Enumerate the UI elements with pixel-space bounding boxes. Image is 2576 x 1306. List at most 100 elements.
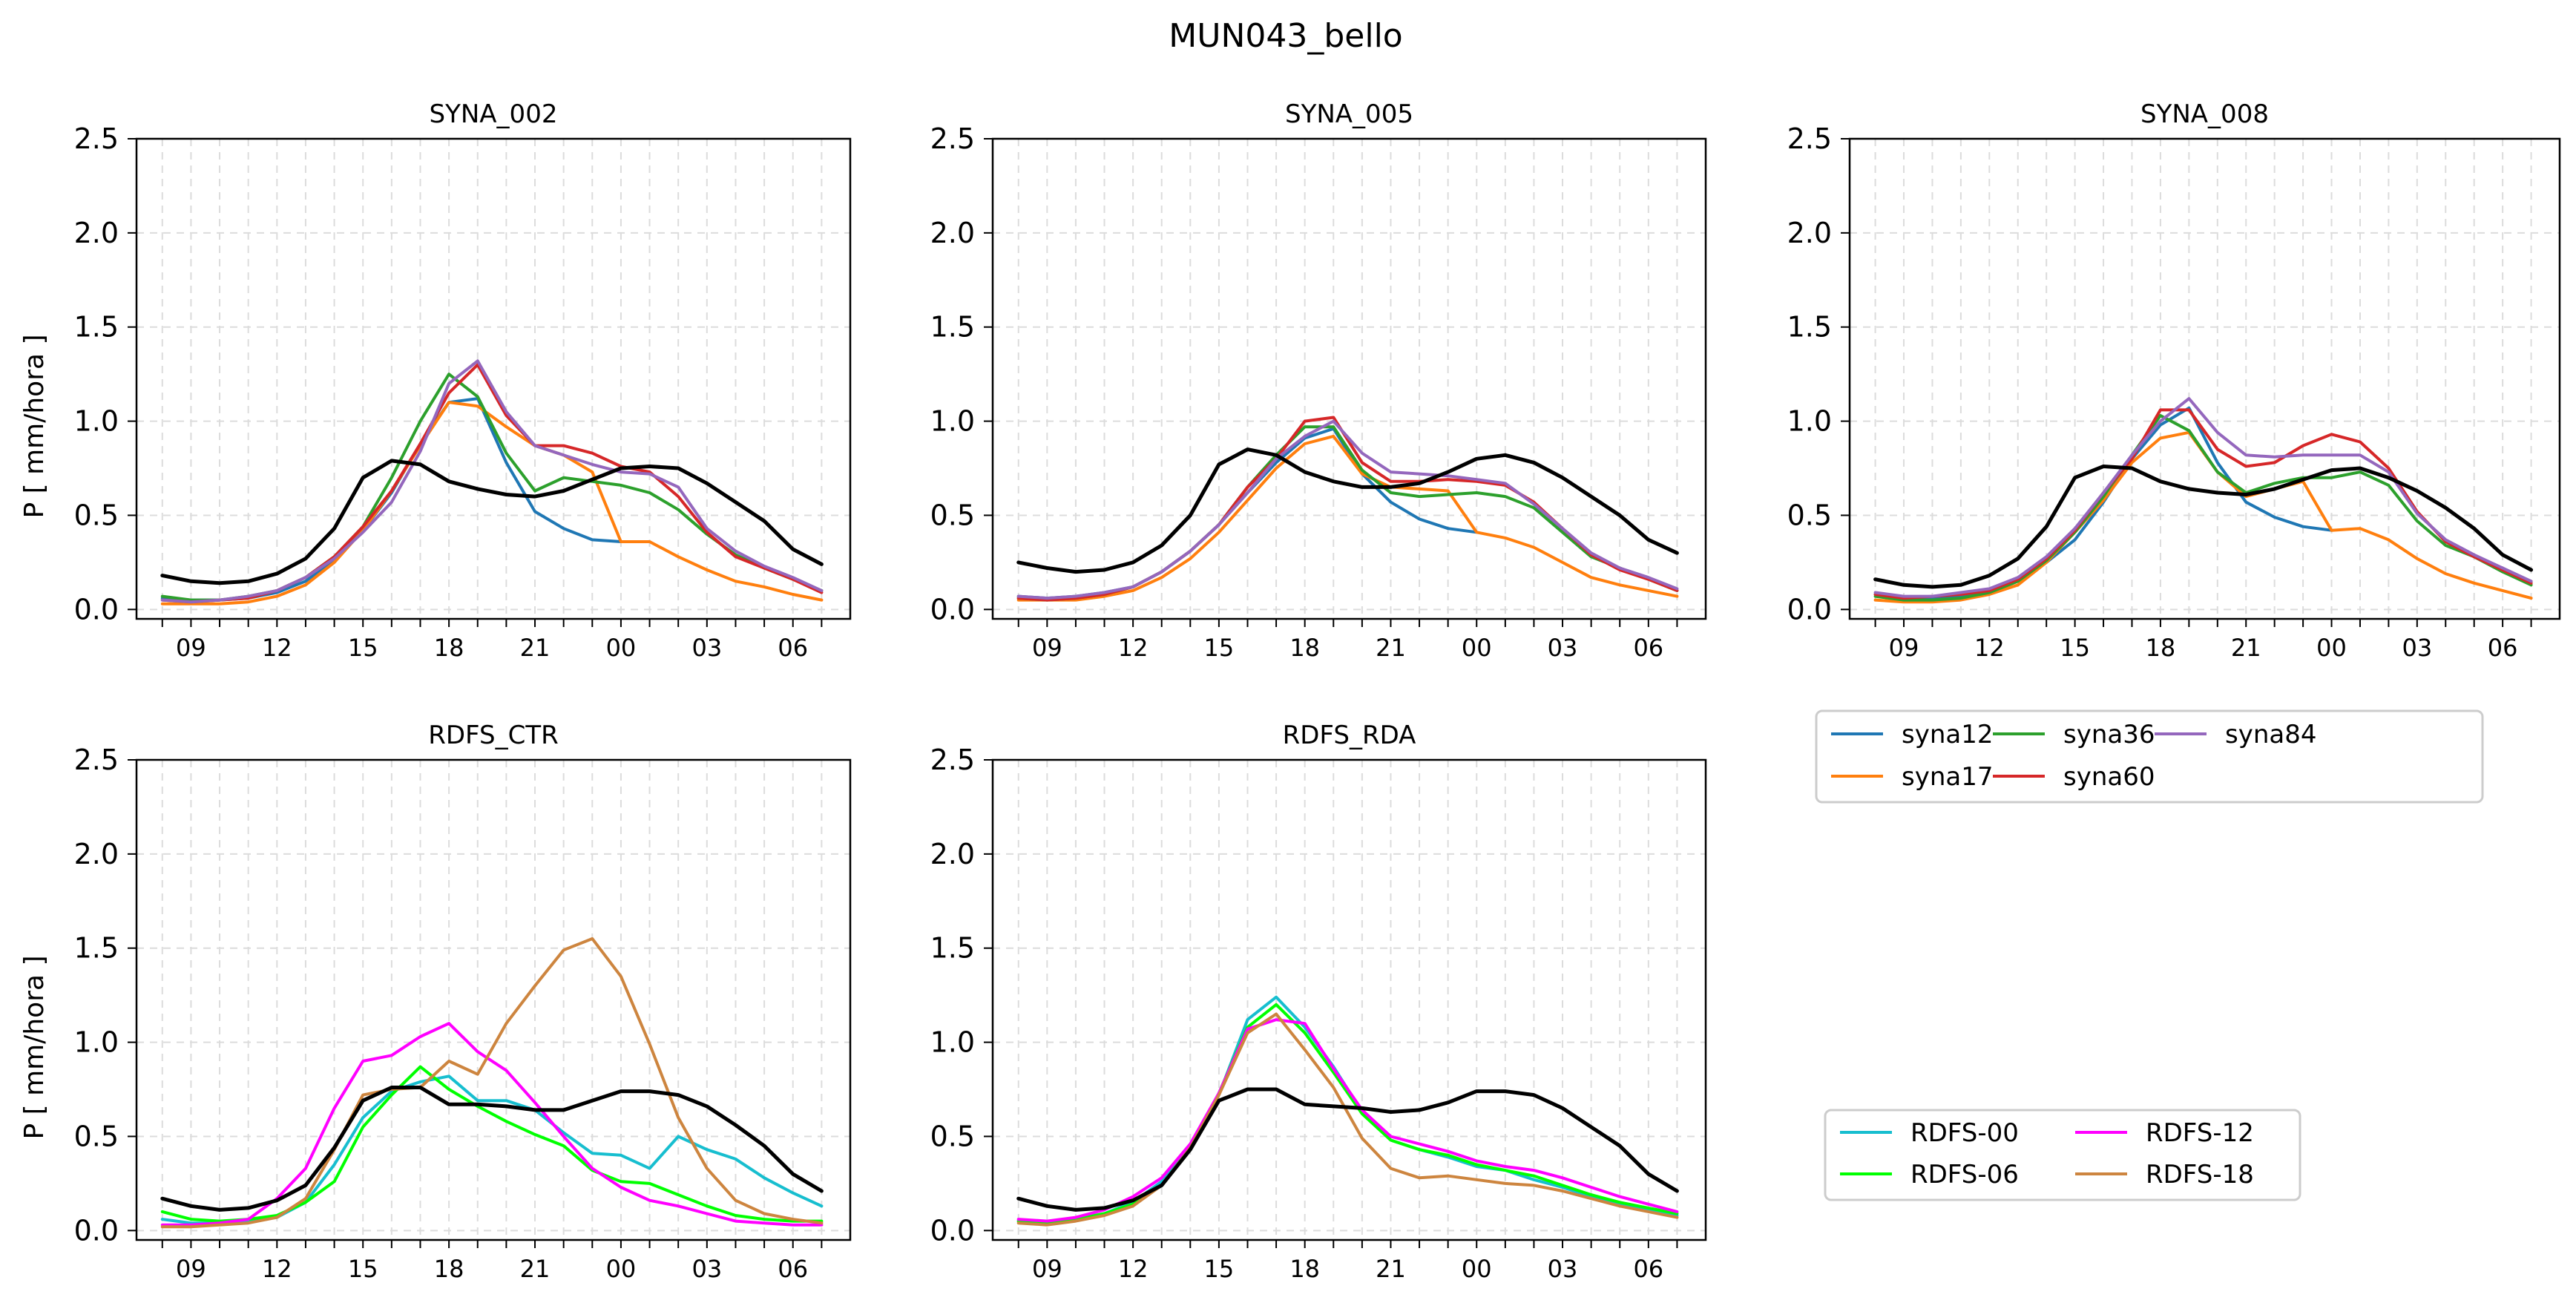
series-line-rdfs-18 <box>160 937 824 1229</box>
x-tick-label: 18 <box>434 1255 464 1283</box>
legend-syna: syna12 syna36 syna84 syna17 syna60 <box>1815 709 2484 804</box>
subplot-title: RDFS_CTR <box>428 721 558 750</box>
y-axis-label: P [ mm/hora ] <box>19 955 50 1139</box>
legend-box <box>1815 709 2484 804</box>
legend-label: syna36 <box>2063 720 2155 749</box>
y-tick-label: 0.0 <box>1787 593 1832 626</box>
y-tick-label: 2.0 <box>74 217 119 249</box>
y-tick-label: 1.0 <box>930 1026 975 1059</box>
x-tick-label: 00 <box>1462 634 1492 662</box>
y-tick-label: 0.0 <box>74 1214 119 1247</box>
axes-frame <box>991 758 1707 1241</box>
series-line-syna84 <box>1873 397 2533 598</box>
y-tick-label: 0.0 <box>74 593 119 626</box>
axes-frame <box>991 137 1707 620</box>
series-line-syna36 <box>1873 414 2533 602</box>
x-tick-label: 03 <box>1548 1255 1578 1283</box>
y-tick-label: 0.0 <box>930 593 975 626</box>
y-tick-label: 2.0 <box>930 217 975 249</box>
x-tick-label: 09 <box>1032 1255 1062 1283</box>
x-tick-label: 06 <box>2488 634 2518 662</box>
subplot-syna-008: 0.0 0.5 1.0 1.5 2.0 2.5 09 12 15 18 21 00 03 06 SYNA_0… <box>1787 99 2561 662</box>
subplot-rdfs-ctr: 0.0 0.5 1.0 1.5 2.0 2.5 09 12 15 18 21 00 03 06 RDFS_C… <box>19 721 852 1283</box>
series-line-observed <box>1016 1087 1679 1212</box>
x-tick-label: 03 <box>1548 634 1578 662</box>
y-tick-label: 2.5 <box>74 122 119 155</box>
x-tick-label: 12 <box>1974 634 2005 662</box>
series-line-syna17 <box>160 401 824 606</box>
y-tick-label: 1.5 <box>1787 311 1832 344</box>
legend-label: syna12 <box>1902 720 1993 749</box>
x-tick-label: 18 <box>2146 634 2176 662</box>
y-axis-label: P [ mm/hora ] <box>19 334 50 518</box>
y-tick-label: 1.5 <box>930 311 975 344</box>
x-tick-label: 21 <box>1376 1255 1406 1283</box>
series-line-observed <box>1016 447 1679 574</box>
subplot-syna-005: 0.0 0.5 1.0 1.5 2.0 2.5 09 12 15 18 21 00 03 06 SYNA_0… <box>930 99 1707 662</box>
legend-rdfs: RDFS-00 RDFS-12 RDFS-06 RDFS-18 <box>1824 1109 2301 1201</box>
x-tick-label: 00 <box>606 1255 637 1283</box>
y-tick-label: 2.5 <box>1787 122 1832 155</box>
x-tick-label: 06 <box>778 634 808 662</box>
x-tick-label: 03 <box>2402 634 2432 662</box>
y-tick-label: 2.0 <box>74 838 119 870</box>
series-line-rdfs-06 <box>1016 1003 1679 1225</box>
x-tick-label: 12 <box>262 1255 292 1283</box>
x-tick-label: 15 <box>1204 634 1235 662</box>
x-tick-label: 21 <box>520 1255 551 1283</box>
y-tick-label: 2.5 <box>74 744 119 776</box>
y-tick-label: 2.5 <box>930 122 975 155</box>
legend-label: RDFS-12 <box>2146 1118 2254 1148</box>
legend-box <box>1824 1109 2301 1201</box>
x-tick-label: 15 <box>2060 634 2090 662</box>
x-tick-label: 06 <box>778 1255 808 1283</box>
series-line-syna60 <box>1016 416 1679 602</box>
y-tick-label: 0.5 <box>930 499 975 531</box>
series-line-rdfs-18 <box>1016 1012 1679 1227</box>
series-line-rdfs-12 <box>1016 1018 1679 1223</box>
subplot-grid: 0.0 0.5 1.0 1.5 2.0 2.5 09 12 15 18 21 00 03 06 SYNA_0… <box>19 99 2561 1283</box>
x-tick-label: 12 <box>1118 1255 1149 1283</box>
x-tick-label: 21 <box>1376 634 1406 662</box>
x-tick-label: 09 <box>1032 634 1062 662</box>
legend-label: syna17 <box>1902 762 1993 792</box>
y-tick-label: 0.5 <box>930 1120 975 1152</box>
series-line-rdfs-00 <box>160 1074 824 1225</box>
legend-label: RDFS-18 <box>2146 1160 2254 1189</box>
x-tick-label: 15 <box>348 634 378 662</box>
y-tick-label: 1.0 <box>74 1026 119 1059</box>
subplot-title: SYNA_008 <box>2140 99 2269 129</box>
x-tick-label: 21 <box>2231 634 2261 662</box>
x-tick-label: 00 <box>1462 1255 1492 1283</box>
series-line-syna17 <box>1016 434 1679 602</box>
y-tick-label: 2.5 <box>930 744 975 776</box>
x-tick-label: 00 <box>606 634 637 662</box>
y-tick-label: 2.0 <box>930 838 975 870</box>
x-tick-label: 18 <box>1289 1255 1320 1283</box>
y-tick-label: 1.5 <box>74 932 119 965</box>
legend-label: syna84 <box>2225 720 2316 749</box>
y-tick-label: 0.5 <box>74 1120 119 1152</box>
series-line-rdfs-06 <box>160 1065 824 1223</box>
subplot-title: RDFS_RDA <box>1283 721 1416 750</box>
y-tick-label: 2.0 <box>1787 217 1832 249</box>
series-line-observed <box>1873 465 2534 589</box>
x-tick-label: 09 <box>1889 634 1919 662</box>
figure-title: MUN043_bello <box>1169 17 1402 55</box>
series-line-syna84 <box>1016 419 1679 600</box>
series-line-syna84 <box>160 359 824 604</box>
y-tick-label: 0.5 <box>1787 499 1832 531</box>
x-tick-label: 09 <box>176 634 206 662</box>
subplot-title: SYNA_005 <box>1285 99 1413 129</box>
x-tick-label: 09 <box>176 1255 206 1283</box>
axes-frame <box>1848 137 2561 620</box>
y-tick-label: 1.5 <box>74 311 119 344</box>
axes-frame <box>135 758 852 1241</box>
legend-label: RDFS-00 <box>1910 1118 2019 1148</box>
x-tick-label: 06 <box>1633 1255 1663 1283</box>
y-tick-label: 0.0 <box>930 1214 975 1247</box>
x-tick-label: 03 <box>691 634 722 662</box>
axes-frame <box>135 137 852 620</box>
x-tick-label: 18 <box>434 634 464 662</box>
